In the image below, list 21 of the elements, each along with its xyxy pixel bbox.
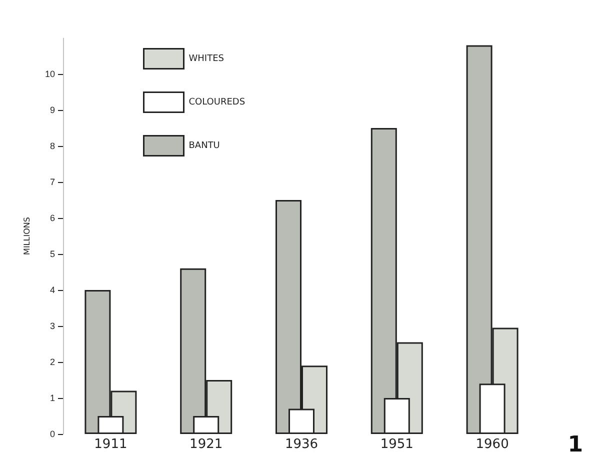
x-tick-label: 1960 <box>476 437 509 452</box>
y-tick-label: 10 <box>44 69 55 79</box>
y-tick-label: 6 <box>50 213 55 223</box>
x-tick-label: 1951 <box>380 437 414 452</box>
text: 1 <box>568 432 584 458</box>
y-tick-label: 2 <box>50 357 55 367</box>
y-tick-label: 3 <box>50 321 55 331</box>
y-axis-title: MILLIONS <box>22 217 32 255</box>
y-tick-label: 7 <box>50 177 55 187</box>
y-tick-label: 0 <box>50 429 55 439</box>
y-tick-label: 8 <box>50 141 55 151</box>
legend-label: WHITES <box>188 54 224 64</box>
y-tick-label: 1 <box>50 393 55 403</box>
y-tick-label: 5 <box>50 249 55 259</box>
x-tick-label: 1936 <box>284 437 318 452</box>
x-tick-label: 1911 <box>94 437 128 452</box>
legend-label: COLOUREDS <box>188 97 246 108</box>
legend-label: BANTU <box>188 140 220 151</box>
x-tick-label: 1921 <box>190 437 223 452</box>
y-tick-label: 4 <box>50 285 55 295</box>
y-tick-label: 9 <box>50 105 55 115</box>
